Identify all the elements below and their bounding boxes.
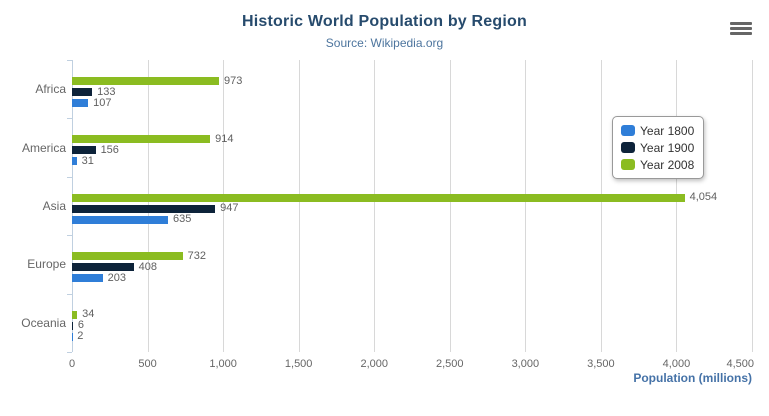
category-label-europe: Europe bbox=[27, 257, 66, 272]
bar-value-label: 156 bbox=[100, 143, 119, 156]
legend-symbol bbox=[621, 142, 635, 153]
bar-asia-year-1800[interactable] bbox=[72, 215, 168, 224]
bar-value-label: 408 bbox=[138, 260, 157, 273]
legend-item-year-1800[interactable]: Year 1800 bbox=[621, 122, 694, 139]
hamburger-menu-icon[interactable] bbox=[730, 22, 752, 36]
x-axis-tick-label: 3,000 bbox=[511, 358, 540, 370]
gridline bbox=[374, 60, 376, 352]
bar-value-label: 133 bbox=[97, 85, 116, 98]
x-axis-tick-label: 1,500 bbox=[284, 358, 313, 370]
bar-value-label: 2 bbox=[77, 330, 84, 343]
y-axis-tick bbox=[67, 118, 72, 120]
gridline bbox=[600, 60, 602, 352]
bar-asia-year-1900[interactable] bbox=[72, 204, 216, 213]
legend-label: Year 2008 bbox=[640, 157, 695, 172]
gridline bbox=[525, 60, 527, 352]
bar-value-label: 4,054 bbox=[689, 191, 718, 204]
bar-value-label: 947 bbox=[220, 202, 239, 215]
y-axis-tick bbox=[67, 60, 72, 61]
gridline bbox=[752, 60, 753, 352]
bar-oceania-year-2008[interactable] bbox=[72, 310, 78, 319]
category-label-america: America bbox=[21, 140, 66, 155]
x-axis-tick-label: 1,000 bbox=[209, 358, 237, 370]
bar-africa-year-1800[interactable] bbox=[72, 99, 89, 107]
bar-value-label: 34 bbox=[82, 308, 95, 321]
gridline bbox=[449, 60, 451, 352]
bar-europe-year-1800[interactable] bbox=[72, 274, 103, 283]
chart-title: Historic World Population by Region bbox=[242, 13, 527, 30]
bar-value-label: 107 bbox=[93, 96, 112, 109]
x-axis-tick-label: 2,000 bbox=[360, 358, 388, 370]
x-axis-tick-label: 4,500 bbox=[726, 358, 754, 370]
menu-bar bbox=[730, 27, 752, 30]
legend-item-year-1900[interactable]: Year 1900 bbox=[621, 139, 694, 156]
y-axis-tick bbox=[67, 352, 72, 353]
legend-label: Year 1800 bbox=[640, 123, 695, 138]
bar-value-label: 914 bbox=[215, 132, 234, 145]
y-axis-tick bbox=[67, 176, 72, 178]
bar-america-year-2008[interactable] bbox=[72, 135, 211, 144]
legend-item-year-2008[interactable]: Year 2008 bbox=[621, 156, 694, 173]
menu-bar bbox=[730, 32, 752, 35]
bar-america-year-1900[interactable] bbox=[72, 146, 96, 155]
chart-subtitle: Source: Wikipedia.org bbox=[325, 36, 444, 50]
bar-africa-year-2008[interactable] bbox=[72, 77, 220, 85]
bar-oceania-year-1900[interactable] bbox=[72, 321, 73, 330]
x-axis-title: Population (millions) bbox=[633, 371, 752, 385]
bar-value-label: 6 bbox=[77, 319, 85, 332]
menu-bar bbox=[730, 22, 752, 25]
bar-europe-year-2008[interactable] bbox=[72, 252, 183, 261]
bar-africa-year-1900[interactable] bbox=[72, 88, 93, 96]
bar-value-label: 203 bbox=[107, 271, 127, 284]
y-axis-tick bbox=[67, 293, 72, 295]
x-axis-tick-label: 3,500 bbox=[587, 358, 615, 370]
bar-value-label: 31 bbox=[81, 154, 94, 167]
y-axis-tick bbox=[67, 235, 72, 237]
x-axis-tick-label: 0 bbox=[68, 358, 76, 370]
bar-america-year-1800[interactable] bbox=[72, 157, 77, 166]
x-axis-tick-label: 500 bbox=[138, 358, 157, 370]
gridline bbox=[298, 60, 300, 352]
legend-label: Year 1900 bbox=[640, 140, 695, 155]
bar-value-label: 635 bbox=[172, 213, 192, 226]
bar-europe-year-1900[interactable] bbox=[72, 263, 134, 272]
legend-symbol bbox=[621, 159, 635, 170]
category-label-africa: Africa bbox=[35, 82, 66, 97]
bar-value-label: 732 bbox=[187, 249, 206, 262]
legend-symbol bbox=[621, 125, 635, 136]
gridline bbox=[223, 60, 225, 352]
x-axis-tick-label: 4,000 bbox=[662, 358, 691, 370]
category-label-oceania: Oceania bbox=[21, 315, 66, 330]
legend: Year 1800 Year 1900 Year 2008 bbox=[612, 116, 705, 179]
bar-value-label: 973 bbox=[224, 74, 243, 87]
gridline bbox=[676, 60, 678, 352]
category-label-asia: Asia bbox=[42, 198, 66, 213]
bar-asia-year-2008[interactable] bbox=[72, 193, 685, 202]
x-axis-tick-label: 2,500 bbox=[436, 358, 464, 370]
